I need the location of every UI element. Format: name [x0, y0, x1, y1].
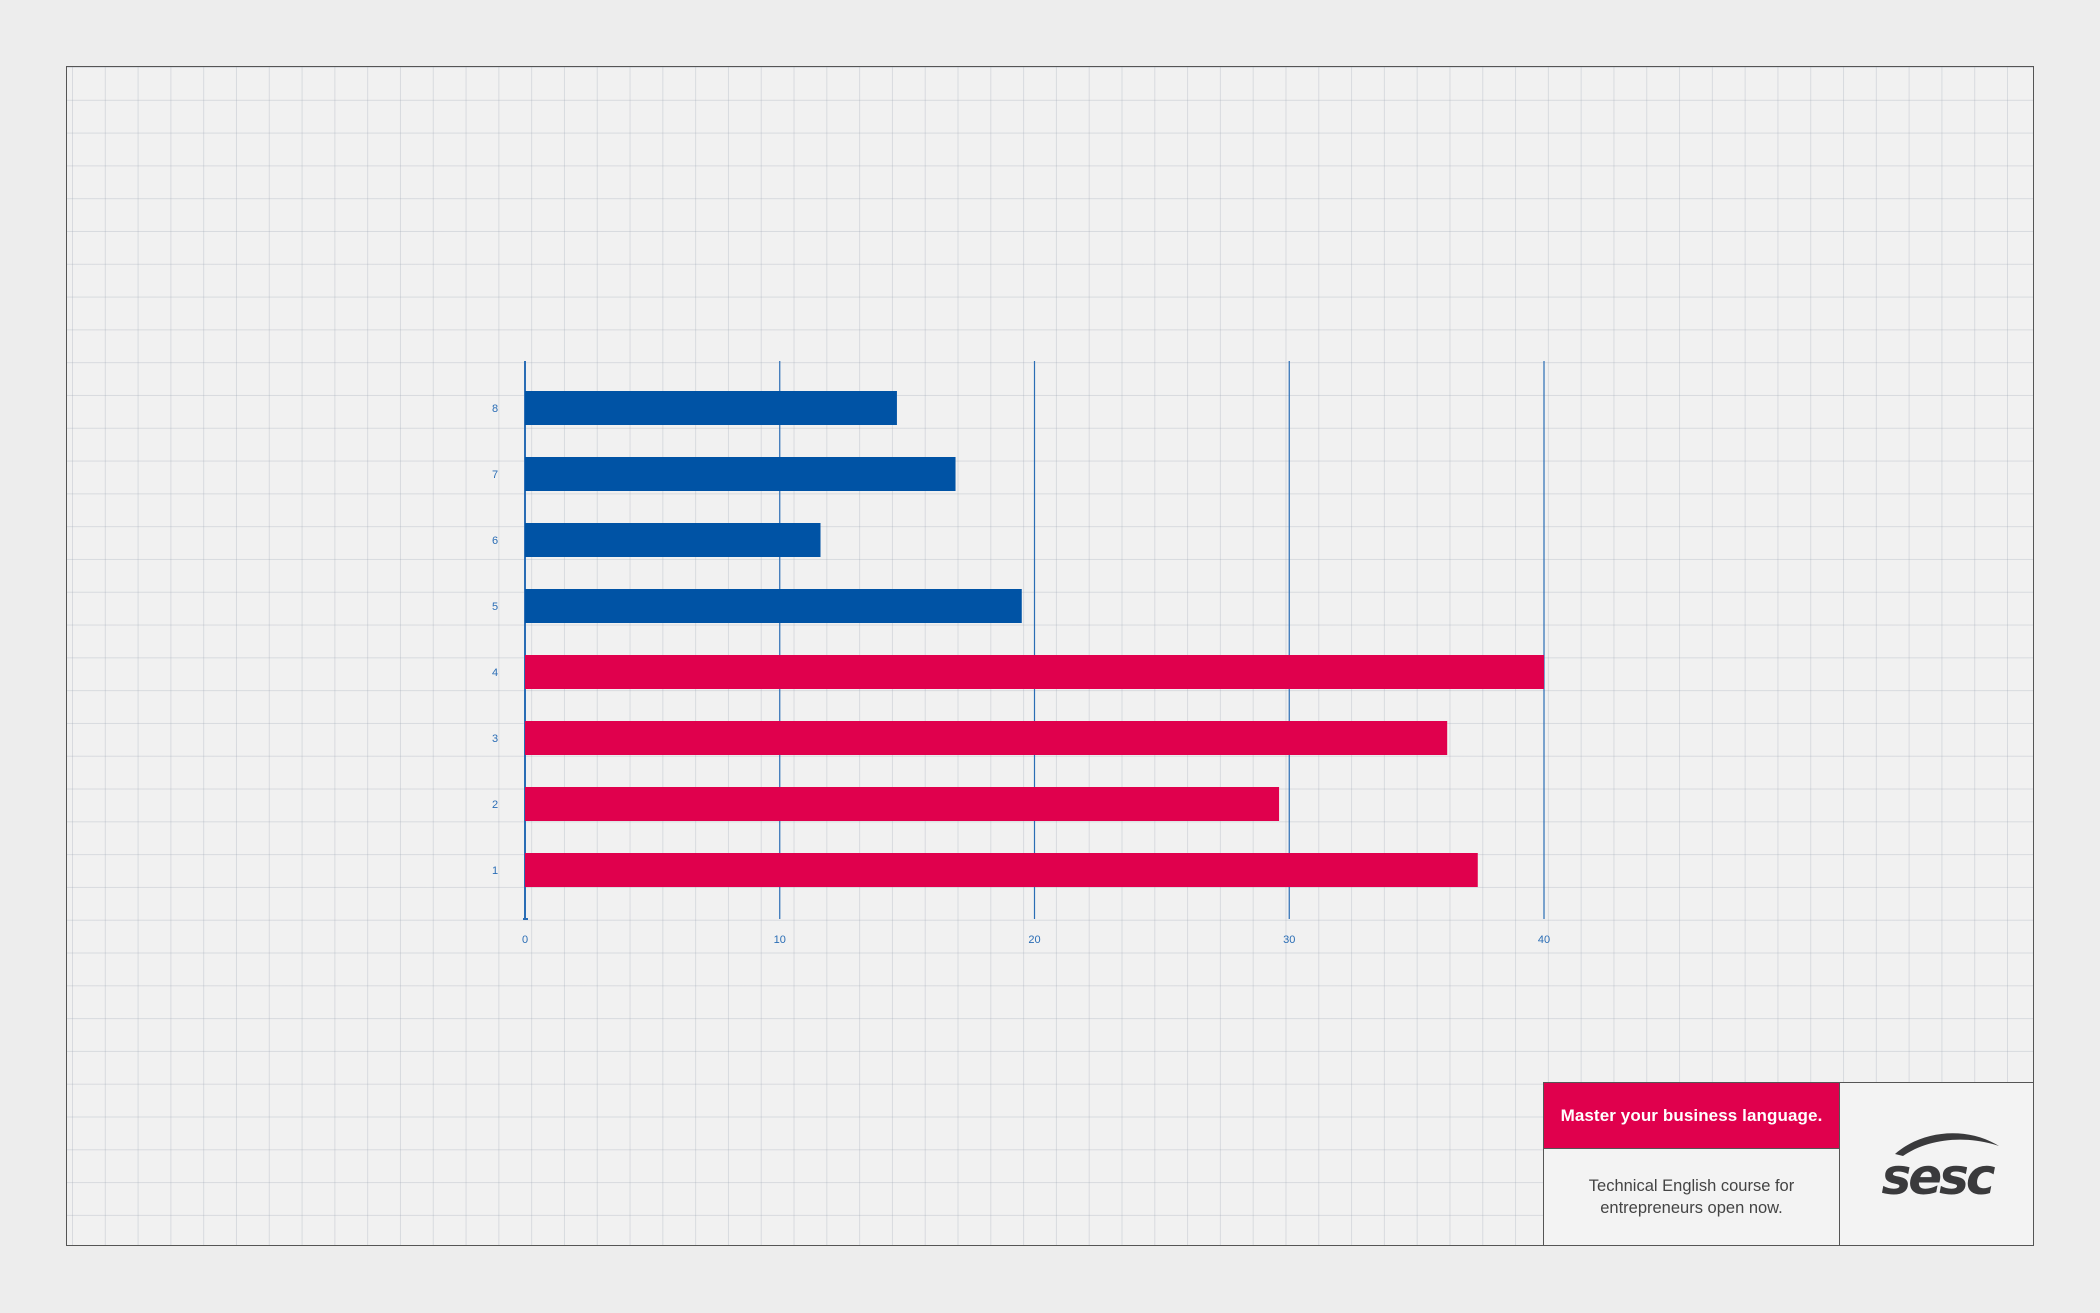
- bar-6: [525, 523, 821, 557]
- poster-frame: 1 2 3 4 5 6 7 8 0 10 20 30 40: [66, 66, 2034, 1246]
- x-tick-label-10: 10: [774, 934, 786, 946]
- category-label-6: 6: [492, 535, 498, 547]
- category-label-3: 3: [492, 733, 498, 745]
- bar-4: [525, 655, 1544, 689]
- x-tick-label-30: 30: [1283, 934, 1295, 946]
- bar-8: [525, 391, 897, 425]
- tagline: Master your business language.: [1544, 1083, 1839, 1149]
- x-tick-label-20: 20: [1028, 934, 1040, 946]
- info-left: Master your business language. Technical…: [1544, 1083, 1840, 1245]
- bar-3: [525, 721, 1448, 755]
- category-label-7: 7: [492, 469, 498, 481]
- course-description: Technical English course for entrepreneu…: [1588, 1177, 1795, 1217]
- category-label-2: 2: [492, 799, 498, 811]
- x-tick-label-40: 40: [1538, 934, 1550, 946]
- sesc-logo-icon: sesc: [1881, 1133, 1999, 1204]
- logo-swoosh: [1894, 1133, 1999, 1156]
- category-label-5: 5: [492, 601, 498, 613]
- bar-2: [525, 787, 1280, 821]
- category-label-4: 4: [492, 667, 498, 679]
- bar-7: [525, 457, 956, 491]
- x-tick-label-0: 0: [522, 934, 528, 946]
- bar-chart: 1 2 3 4 5 6 7 8 0 10 20 30 40: [492, 361, 1550, 946]
- logo-cell: sesc: [1840, 1083, 2033, 1245]
- bar-5: [525, 589, 1022, 623]
- info-box: Master your business language. Technical…: [1543, 1082, 2033, 1245]
- category-label-1: 1: [492, 865, 498, 877]
- category-label-8: 8: [492, 403, 498, 415]
- bar-1: [525, 853, 1478, 887]
- logo-wordmark: sesc: [1881, 1148, 1995, 1204]
